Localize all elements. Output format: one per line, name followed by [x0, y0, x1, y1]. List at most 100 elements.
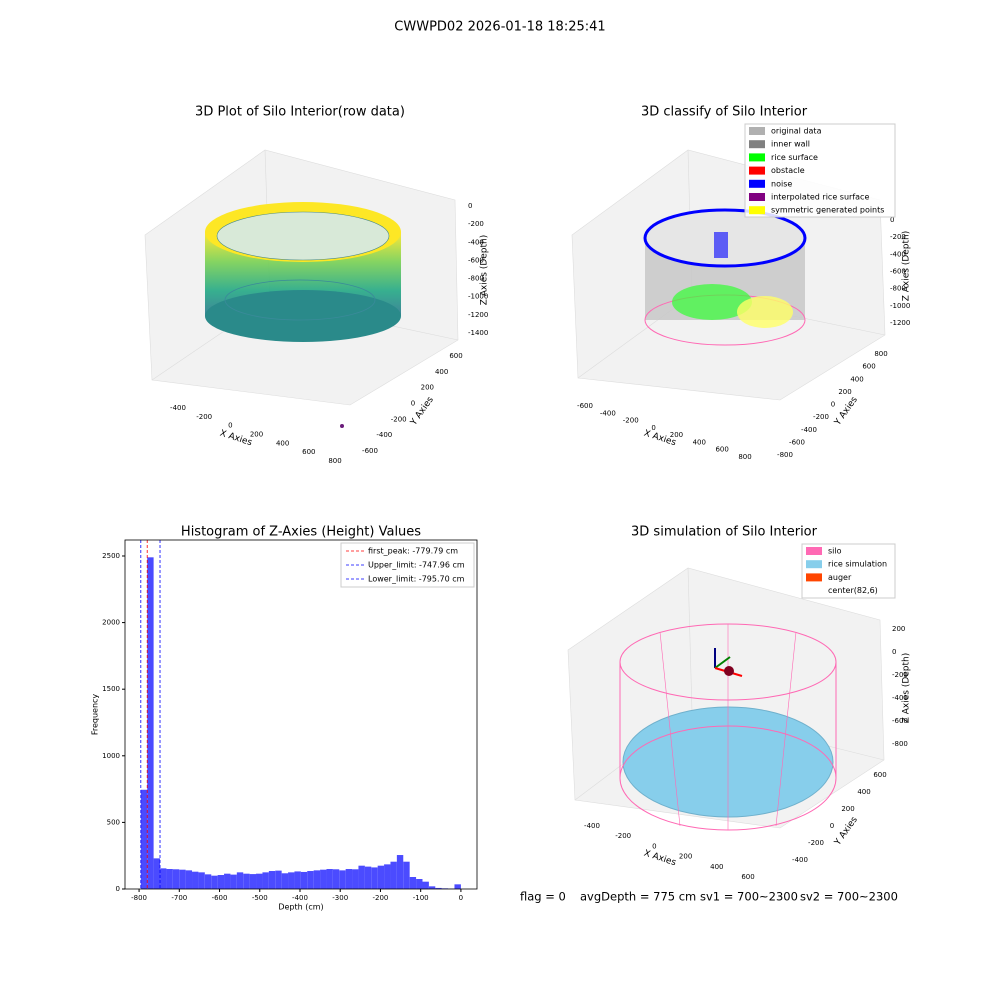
legend-label: center(82,6) — [828, 586, 878, 595]
x-axis-label: Depth (cm) — [278, 903, 323, 912]
x-tick-label: -200 — [615, 832, 631, 840]
bar — [153, 858, 161, 889]
bar — [224, 873, 231, 889]
y-tick-label: 600 — [862, 363, 875, 371]
y-tick-label: 0 — [116, 885, 120, 893]
y-tick-label: 400 — [857, 788, 870, 796]
x-tick-label: 800 — [328, 457, 341, 465]
legend-box — [744, 123, 896, 218]
footer-text: sv2 = 700~2300 — [800, 890, 898, 904]
y-tick-label: 200 — [841, 805, 854, 813]
bar — [371, 867, 378, 889]
x-tick-label: -600 — [577, 402, 593, 410]
y-tick-label: -600 — [789, 438, 805, 446]
bar — [249, 874, 257, 889]
z-tick-label: -400 — [468, 238, 484, 246]
x-tick-label: 0 — [651, 424, 655, 432]
y-tick-label: 1000 — [102, 752, 120, 760]
legend-label: rice surface — [771, 153, 818, 162]
x-tick-label: -600 — [212, 894, 228, 902]
x-tick-label: 0 — [459, 894, 463, 902]
x-tick-label: -700 — [171, 894, 187, 902]
z-tick-label: -1400 — [468, 329, 488, 337]
y-tick-label: 600 — [449, 352, 462, 360]
x-tick-label: -400 — [600, 409, 616, 417]
x-tick-label: 800 — [738, 453, 751, 461]
bar — [326, 869, 333, 889]
bar — [294, 871, 301, 889]
chart-title: Histogram of Z-Axies (Height) Values — [181, 525, 421, 540]
bar — [358, 865, 365, 889]
x-tick-label: -800 — [131, 894, 147, 902]
legend-swatch — [749, 179, 765, 188]
x-tick-label: 0 — [228, 422, 232, 430]
chart-title: 3D Plot of Silo Interior(row data) — [195, 105, 405, 120]
z-tick-label: -800 — [890, 285, 906, 293]
bar — [140, 789, 148, 889]
y-tick-label: 0 — [830, 822, 834, 830]
bar — [236, 872, 244, 889]
axis-label: Y Axies — [832, 815, 860, 848]
bar — [409, 877, 417, 889]
bar — [454, 884, 461, 889]
y-tick-label: -400 — [801, 426, 817, 434]
bar — [307, 871, 314, 889]
x-tick-label: -500 — [252, 894, 268, 902]
bar — [339, 870, 346, 889]
legend-label: interpolated rice surface — [771, 193, 869, 202]
legend-swatch — [749, 140, 765, 149]
z-tick-label: -200 — [892, 671, 908, 679]
bar — [230, 874, 237, 889]
z-tick-label: -800 — [468, 275, 484, 283]
x-tick-label: -200 — [623, 417, 639, 425]
y-tick-label: 200 — [421, 384, 434, 392]
y-tick-label: 200 — [838, 388, 851, 396]
axes-frame — [124, 539, 478, 890]
bar — [262, 872, 269, 889]
bar — [268, 871, 276, 889]
z-tick-label: -200 — [468, 220, 484, 228]
axis-label: Z Axies (Depth) — [902, 231, 912, 302]
y-tick-label: 0 — [411, 400, 415, 408]
y-tick-label: 0 — [831, 401, 835, 409]
axis-label: X Axies — [642, 849, 677, 869]
y-tick-label: -200 — [813, 413, 829, 421]
bar — [288, 872, 295, 889]
bar — [172, 869, 180, 889]
x-tick-label: -100 — [413, 894, 429, 902]
chart-title: 3D simulation of Silo Interior — [631, 525, 818, 540]
x-tick-label: 600 — [741, 873, 754, 881]
legend-swatch — [806, 586, 822, 595]
legend-label: silo — [828, 547, 842, 556]
bar — [300, 871, 308, 889]
y-tick-label: 500 — [107, 818, 120, 826]
bar — [332, 869, 340, 889]
chart-title: 3D classify of Silo Interior — [641, 105, 808, 120]
bar — [185, 870, 193, 889]
z-tick-label: -800 — [892, 740, 908, 748]
x-tick-label: 600 — [715, 446, 728, 454]
axis-label: Z Axies (Depth) — [480, 235, 490, 306]
bar — [422, 881, 429, 889]
bar — [211, 875, 218, 889]
x-tick-label: -200 — [373, 894, 389, 902]
y-tick-label: -600 — [362, 447, 378, 455]
legend-swatch — [806, 560, 822, 569]
legend-label: Upper_limit: -747.96 cm — [368, 561, 465, 570]
bar — [160, 868, 167, 889]
y-tick-label: -200 — [808, 839, 824, 847]
z-tick-label: -600 — [890, 268, 906, 276]
bar — [352, 869, 359, 889]
z-tick-label: 0 — [892, 648, 896, 656]
axis-label: X Axies — [218, 429, 253, 449]
y-tick-label: 2000 — [102, 619, 120, 627]
y-tick-label: 400 — [435, 368, 448, 376]
z-tick-label: -1200 — [468, 311, 488, 319]
bar — [435, 887, 442, 889]
y-tick-label: 800 — [874, 350, 887, 358]
x-tick-label: 200 — [250, 431, 263, 439]
axis-label: Y Axies — [832, 395, 860, 428]
x-tick-label: 600 — [302, 448, 315, 456]
bar — [166, 869, 173, 889]
